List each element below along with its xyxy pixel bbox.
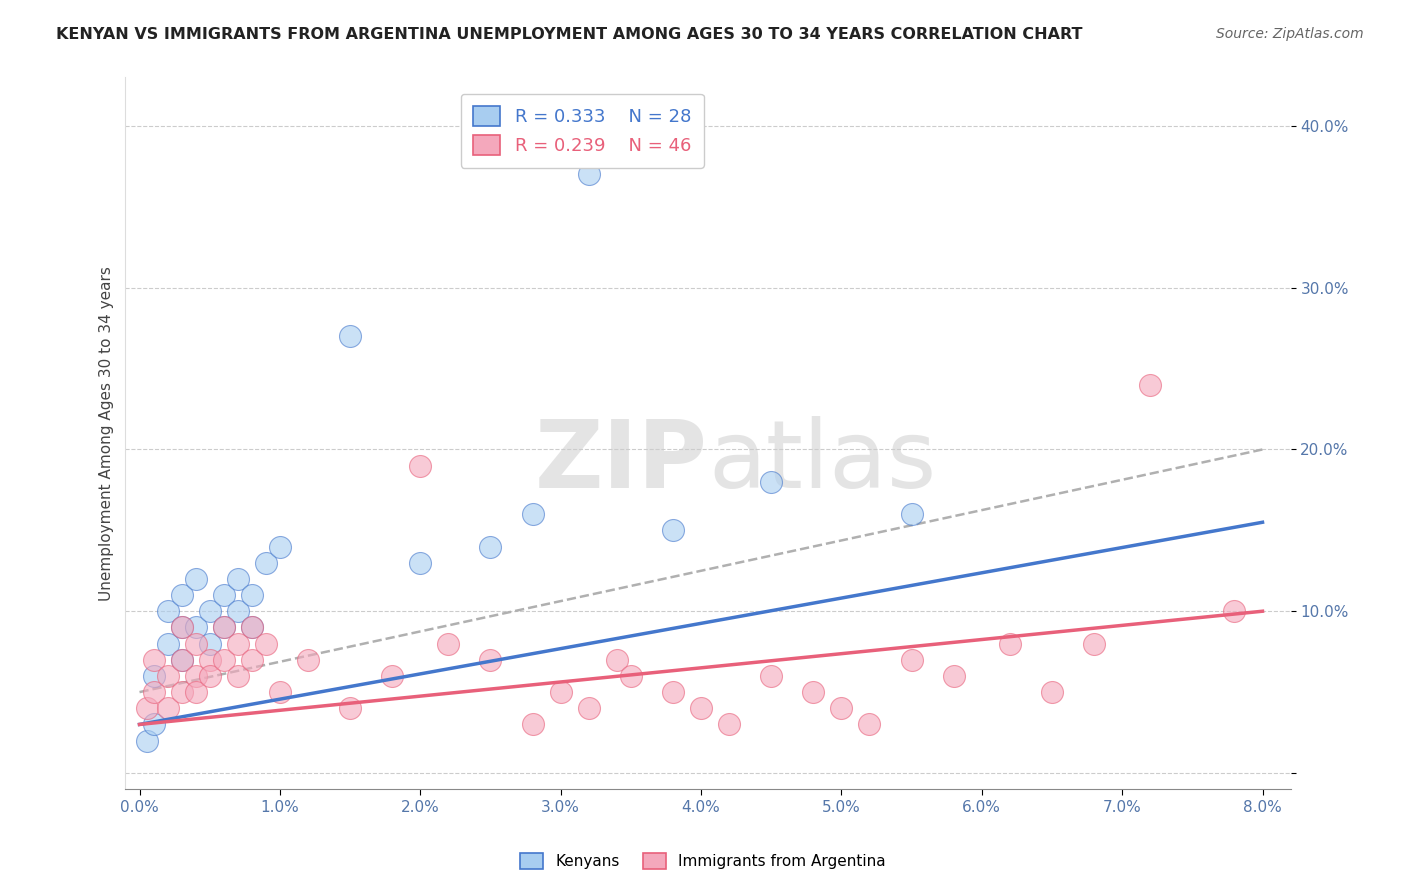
Point (170, 620, 193, 634)
Point (690, 701, 713, 715)
Point (606, 653, 628, 667)
Point (170, 653, 193, 667)
Point (479, 540, 502, 554)
Text: Source: ZipAtlas.com: Source: ZipAtlas.com (1216, 27, 1364, 41)
Point (170, 588, 193, 602)
Point (135, 701, 157, 715)
Point (198, 604, 221, 618)
Point (522, 507, 544, 521)
Point (170, 653, 193, 667)
Point (942, 669, 965, 683)
Point (1040, 685, 1063, 699)
Point (437, 636, 460, 650)
Point (198, 669, 221, 683)
Point (184, 620, 207, 634)
Point (522, 717, 544, 731)
Point (1139, 377, 1161, 392)
Point (269, 540, 291, 554)
Point (620, 669, 643, 683)
Point (226, 604, 249, 618)
Text: atlas: atlas (709, 416, 936, 508)
Point (409, 556, 432, 570)
Point (156, 604, 179, 618)
Point (142, 717, 165, 731)
Point (900, 653, 922, 667)
Point (240, 588, 263, 602)
Point (550, 685, 572, 699)
Point (184, 572, 207, 586)
Point (578, 168, 600, 182)
Point (830, 701, 852, 715)
Point (184, 636, 207, 650)
Point (339, 329, 361, 343)
Point (142, 653, 165, 667)
Point (240, 620, 263, 634)
Point (142, 685, 165, 699)
Point (409, 458, 432, 473)
Point (212, 588, 235, 602)
Text: ZIP: ZIP (536, 416, 709, 508)
Point (479, 653, 502, 667)
Text: KENYAN VS IMMIGRANTS FROM ARGENTINA UNEMPLOYMENT AMONG AGES 30 TO 34 YEARS CORRE: KENYAN VS IMMIGRANTS FROM ARGENTINA UNEM… (56, 27, 1083, 42)
Point (339, 701, 361, 715)
Point (269, 685, 291, 699)
Point (198, 653, 221, 667)
Point (156, 669, 179, 683)
Y-axis label: Unemployment Among Ages 30 to 34 years: Unemployment Among Ages 30 to 34 years (100, 266, 114, 600)
Point (718, 717, 741, 731)
Point (212, 620, 235, 634)
Point (226, 572, 249, 586)
Point (578, 701, 600, 715)
Point (156, 636, 179, 650)
Point (254, 556, 277, 570)
Point (801, 685, 824, 699)
Point (142, 669, 165, 683)
Point (1223, 604, 1246, 618)
Legend: R = 0.333    N = 28, R = 0.239    N = 46: R = 0.333 N = 28, R = 0.239 N = 46 (461, 94, 704, 168)
Point (240, 620, 263, 634)
Point (240, 653, 263, 667)
Point (135, 733, 157, 747)
Point (254, 636, 277, 650)
Point (184, 685, 207, 699)
Point (226, 669, 249, 683)
Point (381, 669, 404, 683)
Point (1083, 636, 1105, 650)
Point (198, 636, 221, 650)
Legend: Kenyans, Immigrants from Argentina: Kenyans, Immigrants from Argentina (515, 847, 891, 875)
Point (761, 669, 783, 683)
Point (900, 507, 922, 521)
Point (297, 653, 319, 667)
Point (156, 701, 179, 715)
Point (998, 636, 1021, 650)
Point (212, 620, 235, 634)
Point (170, 620, 193, 634)
Point (761, 475, 783, 489)
Point (170, 685, 193, 699)
Point (662, 685, 685, 699)
Point (226, 636, 249, 650)
Point (858, 717, 880, 731)
Point (662, 524, 685, 538)
Point (212, 653, 235, 667)
Point (184, 669, 207, 683)
